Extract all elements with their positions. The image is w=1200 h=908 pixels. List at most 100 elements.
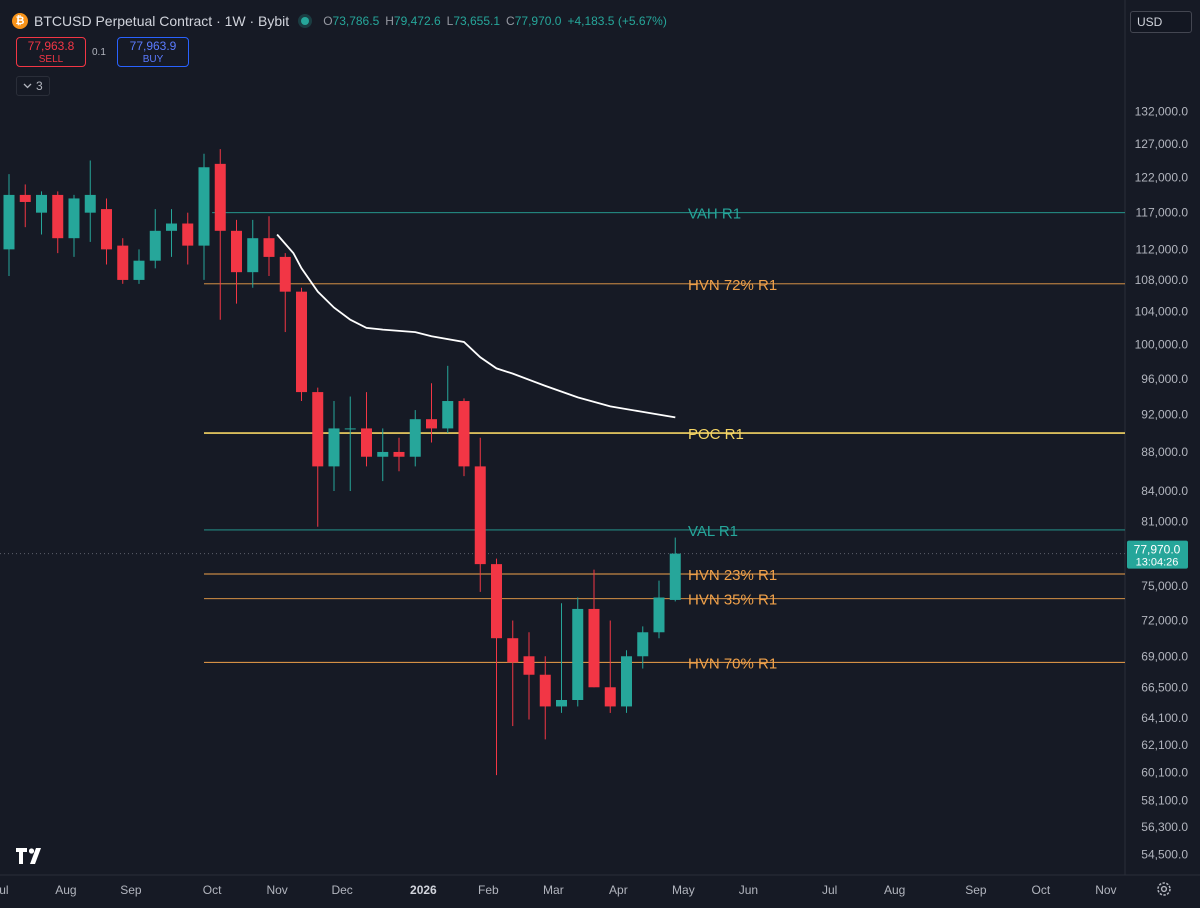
candle[interactable] xyxy=(263,216,275,277)
candle[interactable] xyxy=(556,603,567,713)
ohlc-readout: O73,786.5 H79,472.6 L73,655.1 C77,970.0 … xyxy=(323,14,667,28)
candle[interactable] xyxy=(491,558,502,776)
candle[interactable] xyxy=(442,365,454,434)
buy-price: 77,963.9 xyxy=(129,39,177,53)
candle[interactable] xyxy=(214,149,226,320)
symbol-title[interactable]: BTCUSD Perpetual Contract · 1W · Bybit xyxy=(34,13,290,29)
currency-select[interactable]: USD xyxy=(1130,11,1192,33)
candle[interactable] xyxy=(231,219,242,304)
price-tick-label: 127,000.0 xyxy=(1135,137,1189,151)
price-tick-label: 122,000.0 xyxy=(1135,171,1189,185)
price-tick-label: 117,000.0 xyxy=(1136,206,1189,220)
time-tick-label: Jul xyxy=(822,883,837,897)
candle[interactable] xyxy=(361,392,372,467)
candle[interactable] xyxy=(84,160,96,242)
candle-body xyxy=(328,428,340,467)
candle-body xyxy=(149,230,161,261)
candle[interactable] xyxy=(182,212,194,265)
high-value: 79,472.6 xyxy=(393,14,441,28)
candle[interactable] xyxy=(539,656,551,740)
candle[interactable] xyxy=(296,287,307,402)
time-tick-label: Jun xyxy=(739,883,758,897)
candle[interactable] xyxy=(637,626,649,669)
gear-icon[interactable] xyxy=(1155,880,1173,898)
candle-body xyxy=(491,564,502,639)
time-tick-label: Apr xyxy=(609,883,628,897)
candle[interactable] xyxy=(279,253,291,333)
level-label: HVN 70% R1 xyxy=(688,655,777,672)
candle[interactable] xyxy=(474,437,486,592)
candle[interactable] xyxy=(19,184,31,228)
candle[interactable] xyxy=(523,632,535,720)
candle[interactable] xyxy=(507,620,519,727)
tradingview-logo xyxy=(16,848,41,864)
open-label: O xyxy=(323,14,333,28)
candle-body xyxy=(166,223,177,231)
candle-body xyxy=(523,656,535,675)
candle-body xyxy=(637,632,649,657)
spread-value: 0.1 xyxy=(92,47,106,58)
candle[interactable] xyxy=(247,219,259,288)
level-label: VAL R1 xyxy=(688,523,738,540)
candle[interactable] xyxy=(149,209,161,269)
change-value: +4,183.5 (+5.67%) xyxy=(567,14,667,28)
candle-body xyxy=(214,163,226,231)
candle-body xyxy=(507,638,519,663)
time-tick-label: Jul xyxy=(0,883,9,897)
level-label: HVN 35% R1 xyxy=(688,592,777,609)
candle-body xyxy=(604,687,616,707)
candle[interactable] xyxy=(344,396,356,492)
candle-body xyxy=(68,198,80,239)
candle-body xyxy=(588,608,600,688)
candle[interactable] xyxy=(393,437,405,472)
price-tick-label: 62,100.0 xyxy=(1141,738,1188,752)
time-tick-label: Aug xyxy=(55,883,76,897)
candle-body xyxy=(231,230,242,273)
candle[interactable] xyxy=(426,383,437,443)
candle[interactable] xyxy=(133,249,145,284)
level-label: POC R1 xyxy=(688,426,744,443)
indicators-count: 3 xyxy=(36,79,43,93)
candle[interactable] xyxy=(36,191,47,235)
indicators-toggle[interactable]: 3 xyxy=(16,76,50,96)
candle[interactable] xyxy=(377,428,389,482)
time-tick-label: Sep xyxy=(120,883,142,897)
price-tick-label: 64,100.0 xyxy=(1141,711,1188,725)
candle[interactable] xyxy=(68,194,80,257)
sell-button[interactable]: 77,963.8 SELL xyxy=(16,37,86,67)
buy-label: BUY xyxy=(142,54,164,65)
buy-button[interactable]: 77,963.9 BUY xyxy=(117,37,189,67)
candle-body xyxy=(539,674,551,707)
sell-label: SELL xyxy=(38,54,64,65)
candle-body xyxy=(653,597,665,633)
candle[interactable] xyxy=(458,398,470,477)
price-tick-label: 54,500.0 xyxy=(1141,847,1188,861)
candle-body xyxy=(52,194,64,239)
candle[interactable] xyxy=(409,410,421,467)
candle[interactable] xyxy=(588,569,600,688)
candle[interactable] xyxy=(572,597,584,707)
candle[interactable] xyxy=(52,191,64,254)
candle[interactable] xyxy=(604,620,616,713)
candle[interactable] xyxy=(328,401,340,492)
candle[interactable] xyxy=(117,238,129,284)
candle[interactable] xyxy=(166,209,177,257)
candle[interactable] xyxy=(669,537,681,602)
candle[interactable] xyxy=(3,174,15,277)
candle[interactable] xyxy=(198,153,210,280)
candle[interactable] xyxy=(101,198,112,265)
candle[interactable] xyxy=(653,580,665,639)
candle-body xyxy=(669,553,681,600)
price-tick-label: 66,500.0 xyxy=(1141,680,1188,694)
candle[interactable] xyxy=(312,387,324,527)
candle-body xyxy=(377,451,389,457)
candle-body xyxy=(393,451,405,457)
price-tick-label: 132,000.0 xyxy=(1135,104,1189,118)
candle[interactable] xyxy=(621,650,632,713)
price-tick-label: 100,000.0 xyxy=(1135,338,1189,352)
sell-price: 77,963.8 xyxy=(27,39,75,53)
time-tick-label: Nov xyxy=(266,883,287,897)
candle-body xyxy=(279,256,291,292)
